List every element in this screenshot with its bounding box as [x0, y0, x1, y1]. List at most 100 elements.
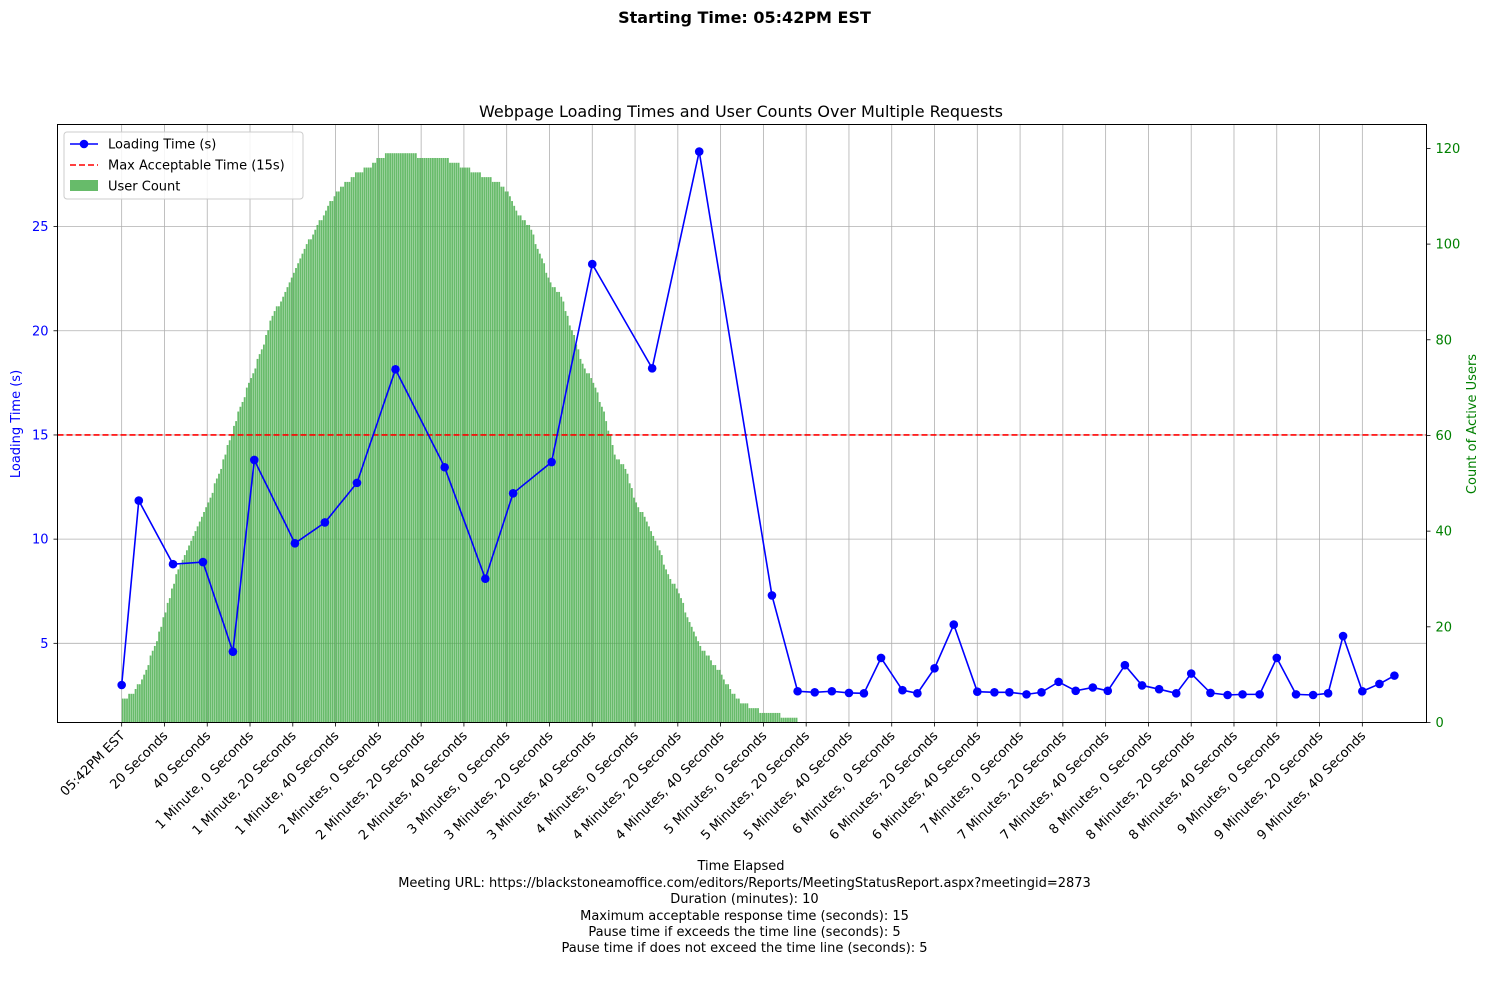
user-count-bar	[451, 162, 454, 723]
user-count-bar	[624, 468, 627, 723]
user-count-bar	[536, 248, 539, 723]
user-count-bar	[658, 550, 661, 723]
user-count-bar	[301, 253, 304, 723]
user-count-bar	[592, 382, 595, 723]
user-count-bar	[521, 220, 524, 723]
user-count-bar	[365, 167, 368, 723]
loading-time-point	[767, 591, 777, 600]
user-count-bar	[716, 669, 719, 723]
user-count-bar	[727, 684, 730, 723]
user-count-bar	[171, 588, 173, 723]
user-count-bar	[722, 679, 725, 723]
user-count-bar	[455, 162, 458, 723]
user-count-bar	[149, 655, 152, 723]
user-count-bar	[198, 521, 201, 723]
loading-time-point	[587, 259, 597, 269]
loading-time-point	[198, 557, 208, 567]
user-count-bar	[466, 167, 469, 723]
user-count-bar	[782, 717, 785, 723]
user-count-bar	[609, 435, 612, 723]
user-count-bar	[431, 157, 434, 723]
user-count-bar	[177, 569, 180, 723]
user-count-bar	[692, 631, 695, 723]
user-count-bar	[344, 181, 347, 723]
user-count-bar	[290, 277, 293, 723]
user-count-bar	[342, 186, 344, 723]
loading-time-line	[57, 147, 1427, 700]
user-count-bar	[363, 167, 366, 723]
user-count-bar	[547, 277, 550, 723]
user-count-bar	[671, 583, 674, 723]
user-count-bar	[209, 497, 212, 723]
user-count-bar	[194, 531, 197, 723]
user-count-bar	[680, 598, 682, 723]
user-count-bar	[742, 703, 744, 723]
user-count-bar	[650, 531, 652, 723]
user-count-bar	[243, 397, 246, 723]
user-count-bar	[761, 712, 764, 723]
user-count-bar	[354, 172, 357, 723]
user-count-bar	[168, 598, 171, 723]
user-count-bar	[423, 157, 426, 723]
user-count-bar	[710, 660, 712, 723]
legend-marker-swatch	[79, 139, 89, 149]
user-count-bar	[541, 258, 543, 723]
user-count-bar	[245, 387, 248, 723]
loading-time-point	[1071, 686, 1080, 696]
loading-time-point	[694, 147, 704, 156]
user-count-bar	[275, 306, 278, 723]
loading-time-point	[1255, 690, 1264, 699]
loading-time-point	[1137, 681, 1147, 690]
y-right-tick-label: 40	[1436, 525, 1453, 540]
loading-time-point	[1120, 660, 1130, 670]
loading-time-point	[898, 685, 907, 695]
y-left-tick-label: 5	[40, 637, 48, 652]
user-count-bar	[793, 717, 796, 723]
loading-time-point	[391, 365, 400, 374]
user-count-bar	[446, 157, 449, 723]
user-count-bar	[367, 167, 370, 723]
user-count-bar	[389, 153, 392, 723]
user-count-bar	[384, 153, 387, 723]
user-count-bar	[534, 244, 537, 723]
user-count-bar	[143, 674, 146, 723]
user-count-bar	[695, 636, 697, 723]
user-count-bar	[410, 153, 413, 723]
x-axis-label: Time Elapsed	[696, 859, 784, 874]
user-count-bar	[464, 167, 466, 723]
user-count-bar	[523, 220, 526, 723]
footer-max-response: Maximum acceptable response time (second…	[580, 908, 909, 924]
user-count-bar	[688, 622, 691, 723]
user-count-bar	[230, 435, 233, 723]
user-count-bar	[288, 282, 291, 723]
loading-time-point	[913, 689, 922, 698]
user-count-bar	[707, 655, 710, 723]
loading-time-point	[117, 680, 126, 690]
user-count-bar	[789, 717, 792, 723]
user-count-bar	[461, 167, 464, 723]
user-count-bar	[322, 215, 325, 723]
user-count-bar	[675, 588, 678, 723]
legend-entry-threshold: Max Acceptable Time (15s)	[108, 159, 285, 174]
user-count-bar	[699, 645, 702, 723]
user-count-bar	[414, 153, 417, 723]
user-count-bar	[121, 698, 124, 723]
user-count-bar	[417, 157, 419, 723]
user-count-bar	[571, 330, 573, 723]
user-count-bar	[729, 689, 732, 723]
user-count-bar	[395, 153, 398, 723]
user-count-bar	[481, 177, 484, 723]
user-count-bar	[350, 177, 353, 723]
loading-time-point	[793, 686, 802, 696]
loading-time-point	[1005, 687, 1014, 697]
user-count-bar	[239, 406, 242, 723]
user-count-bar	[183, 555, 186, 723]
user-count-bar	[714, 665, 717, 723]
user-count-bar	[759, 712, 762, 723]
y-right-tick-label: 80	[1436, 333, 1453, 348]
loading-time-point	[320, 518, 330, 527]
user-count-bar	[265, 334, 267, 723]
user-count-bar	[320, 220, 323, 723]
user-count-bar	[412, 153, 415, 723]
footer-meeting-url: Meeting URL: https://blackstoneamoffice.…	[398, 876, 1091, 891]
